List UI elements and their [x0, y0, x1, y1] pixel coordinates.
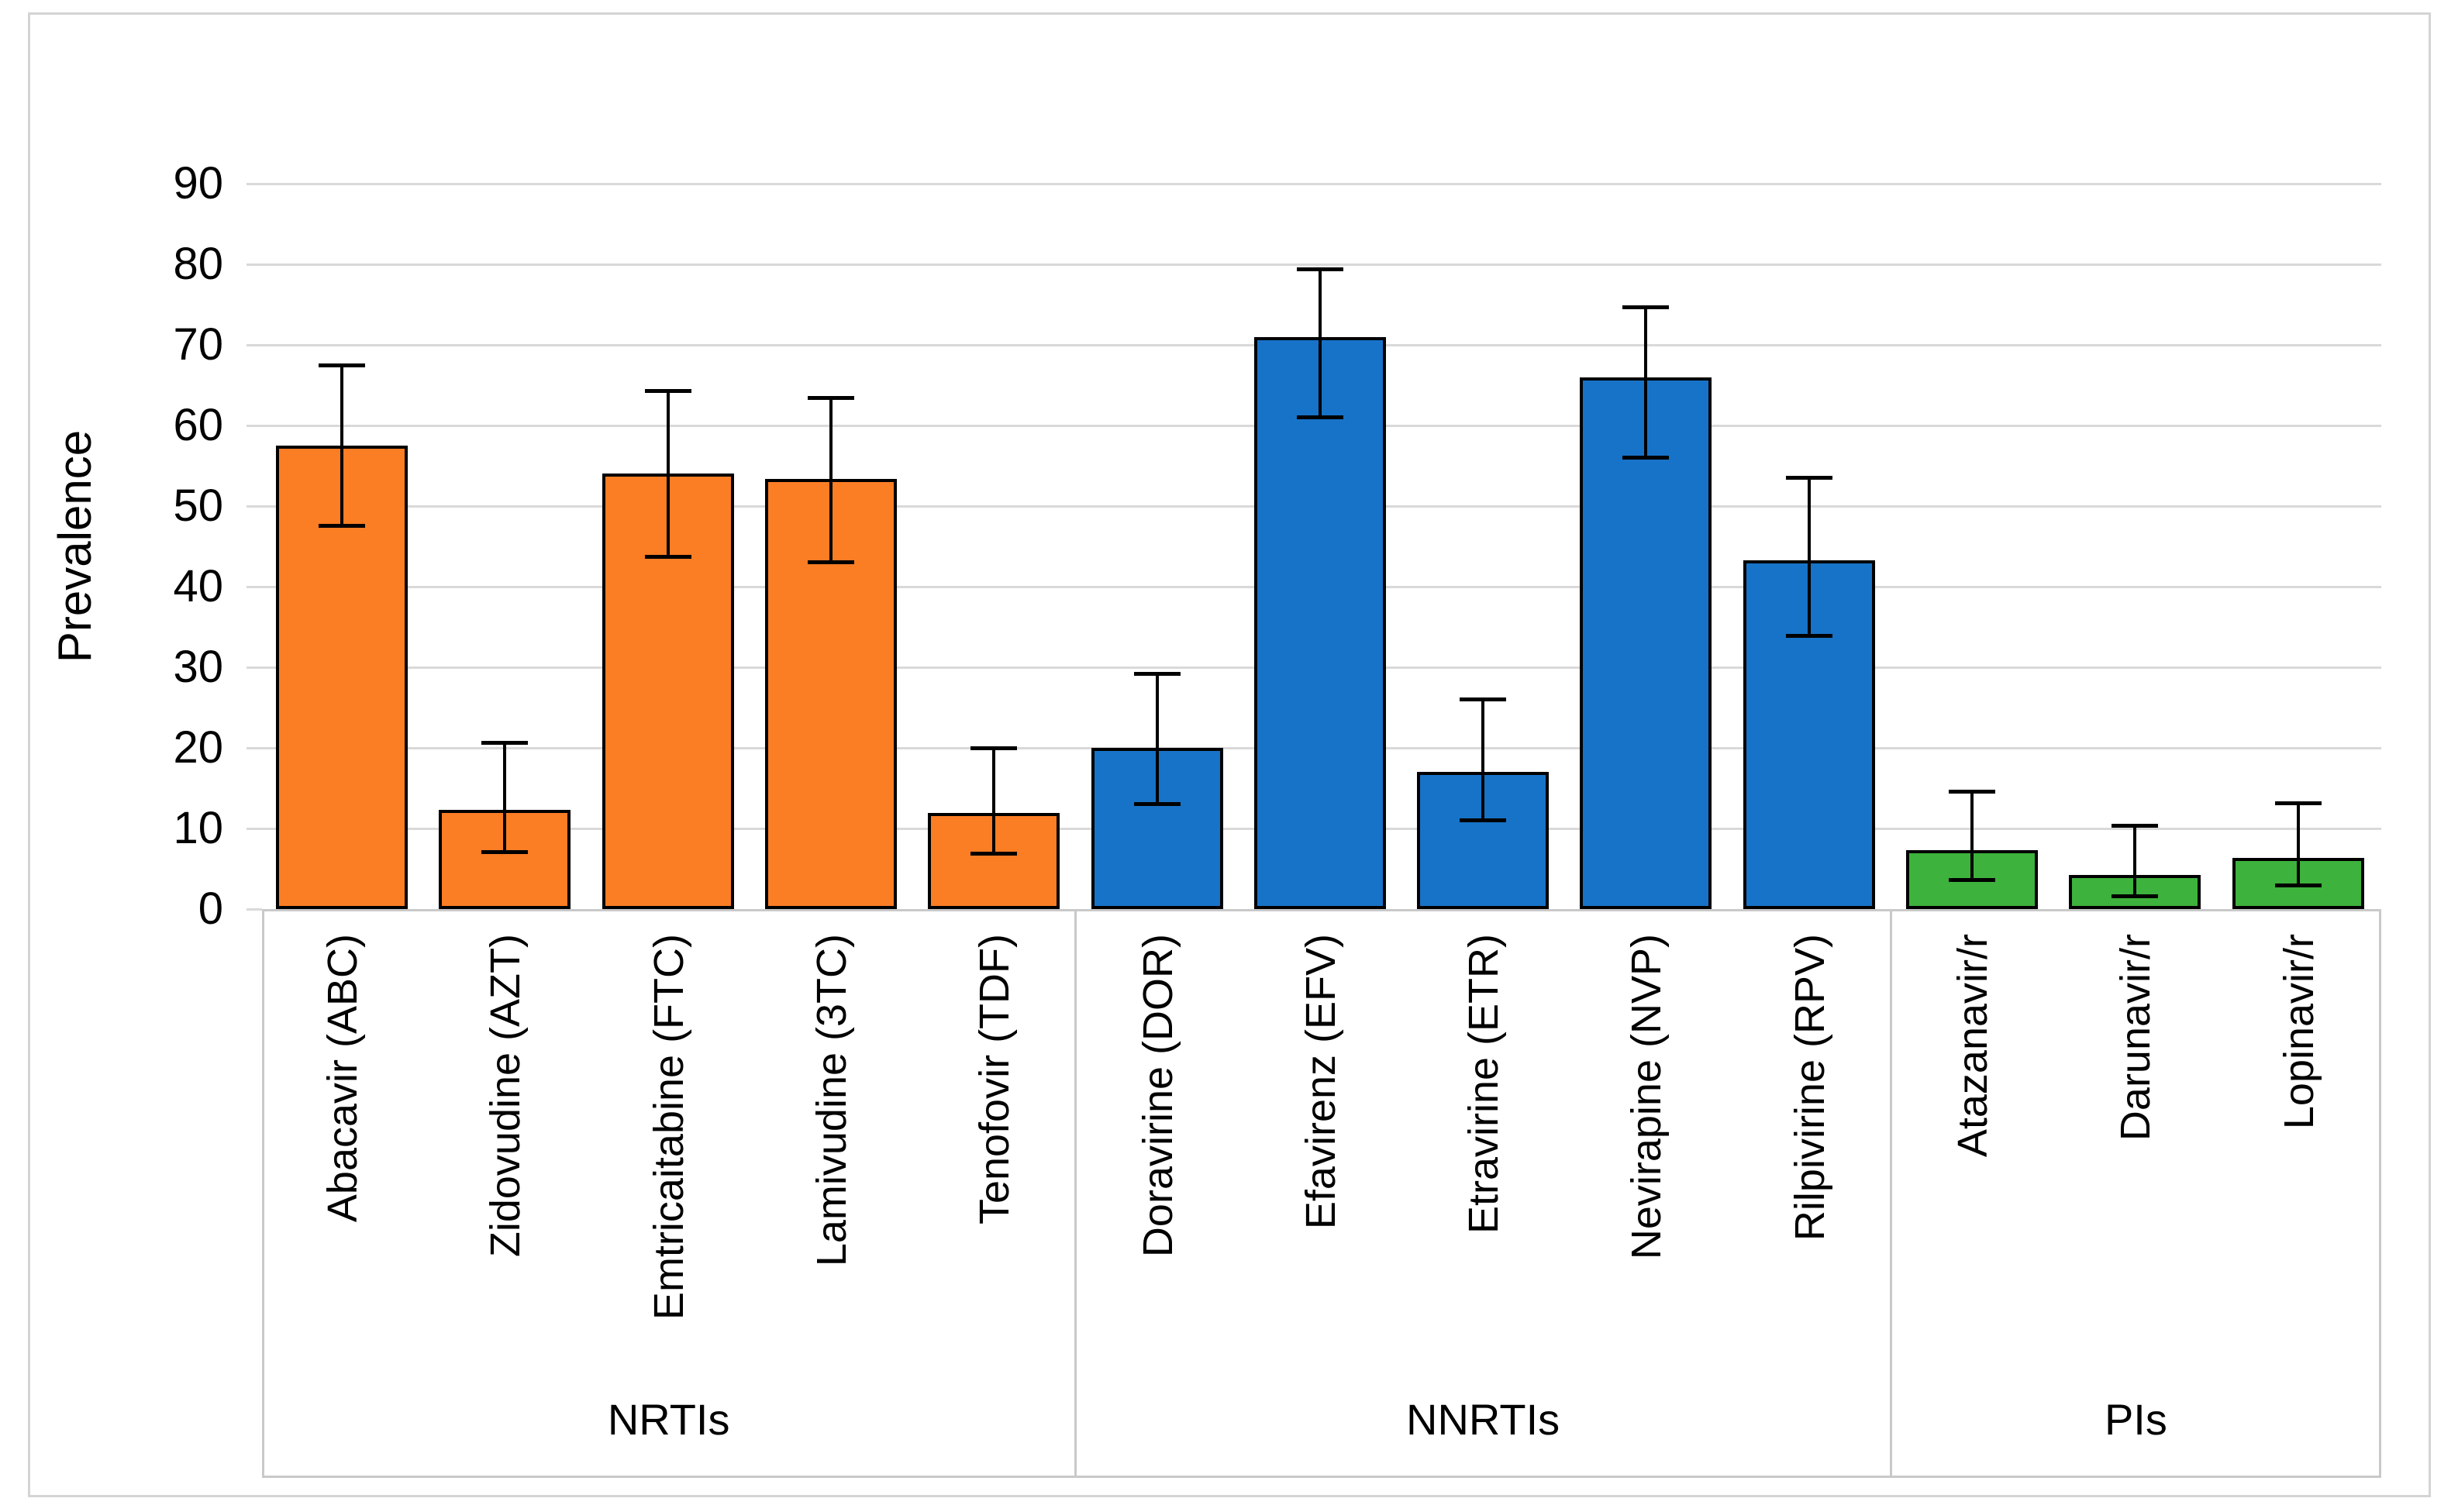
group-label-nrtis: NRTIs: [607, 1395, 730, 1444]
y-tick-label-70: 70: [173, 319, 223, 370]
error-cap-bottom-abacavir-abc: [319, 524, 365, 528]
y-tick-mark-20: [246, 747, 262, 749]
error-bar-efavirenz-efv: [1318, 269, 1322, 418]
group-divider-2: [1889, 909, 1892, 1478]
y-tick-label-60: 60: [173, 400, 223, 450]
error-cap-bottom-rilpivirine-rpv: [1785, 634, 1832, 639]
y-tick-label-20: 20: [173, 722, 223, 773]
error-cap-top-nevirapine-nvp: [1622, 305, 1670, 310]
y-axis-title: Prevalence: [49, 429, 101, 663]
x-axis-label-box: [262, 909, 2381, 1478]
error-cap-bottom-efavirenz-efv: [1296, 415, 1343, 419]
error-cap-bottom-atazanavir-r: [1949, 877, 1995, 882]
error-cap-top-atazanavir-r: [1949, 790, 1995, 794]
gridline-80: [262, 263, 2381, 266]
error-cap-top-abacavir-abc: [319, 363, 365, 367]
y-tick-mark-90: [246, 183, 262, 185]
y-tick-mark-10: [246, 828, 262, 830]
error-cap-bottom-etravirine-etr: [1460, 818, 1507, 822]
error-bar-lamivudine-3tc: [829, 397, 833, 563]
error-cap-top-lopinavir-r: [2274, 801, 2322, 805]
error-cap-top-emtricaitabine-ftc: [644, 389, 691, 394]
group-label-pis: PIs: [2104, 1395, 2167, 1444]
error-cap-top-lamivudine-3tc: [807, 395, 854, 400]
y-tick-label-0: 0: [198, 883, 223, 934]
error-cap-bottom-zidovudine-azt: [481, 850, 529, 855]
error-cap-bottom-doravirine-dor: [1133, 801, 1181, 806]
error-bar-darunavir-r: [2133, 825, 2137, 897]
error-bar-nevirapine-nvp: [1644, 307, 1648, 458]
group-divider-1: [1074, 909, 1077, 1478]
error-cap-bottom-tenofovir-tdf: [970, 852, 1018, 856]
gridline-90: [262, 183, 2381, 185]
figure-border: [28, 12, 2431, 1497]
y-tick-label-80: 80: [173, 239, 223, 289]
error-bar-rilpivirine-rpv: [1807, 477, 1811, 637]
y-tick-mark-80: [246, 263, 262, 266]
y-tick-label-90: 90: [173, 158, 223, 208]
group-label-nnrtis: NNRTIs: [1406, 1395, 1560, 1444]
y-tick-mark-50: [246, 505, 262, 508]
error-cap-top-tenofovir-tdf: [970, 746, 1018, 750]
y-tick-mark-70: [246, 344, 262, 346]
bar-efavirenz-efv: [1253, 336, 1386, 909]
error-cap-bottom-darunavir-r: [2112, 894, 2159, 899]
y-tick-mark-0: [246, 908, 262, 911]
y-tick-label-50: 50: [173, 480, 223, 531]
y-tick-mark-60: [246, 425, 262, 427]
error-bar-tenofovir-tdf: [992, 748, 996, 855]
error-cap-top-etravirine-etr: [1460, 697, 1507, 701]
error-cap-bottom-emtricaitabine-ftc: [644, 554, 691, 559]
y-tick-mark-40: [246, 586, 262, 588]
error-bar-zidovudine-azt: [503, 742, 507, 853]
y-tick-label-40: 40: [173, 561, 223, 611]
error-bar-atazanavir-r: [1970, 791, 1974, 880]
y-tick-label-10: 10: [173, 803, 223, 853]
error-bar-etravirine-etr: [1481, 698, 1485, 821]
y-tick-label-30: 30: [173, 642, 223, 692]
error-cap-top-rilpivirine-rpv: [1785, 475, 1832, 480]
error-cap-top-zidovudine-azt: [481, 740, 529, 745]
error-cap-top-doravirine-dor: [1133, 672, 1181, 677]
error-cap-bottom-lopinavir-r: [2274, 883, 2322, 887]
error-cap-top-efavirenz-efv: [1296, 267, 1343, 272]
error-bar-lopinavir-r: [2296, 802, 2300, 886]
error-bar-emtricaitabine-ftc: [666, 391, 670, 557]
error-bar-abacavir-abc: [340, 365, 343, 526]
bar-nevirapine-nvp: [1580, 377, 1712, 909]
error-cap-bottom-lamivudine-3tc: [807, 560, 854, 564]
error-cap-bottom-nevirapine-nvp: [1622, 455, 1670, 460]
y-tick-mark-30: [246, 666, 262, 669]
error-bar-doravirine-dor: [1155, 673, 1159, 804]
error-cap-top-darunavir-r: [2112, 823, 2159, 828]
